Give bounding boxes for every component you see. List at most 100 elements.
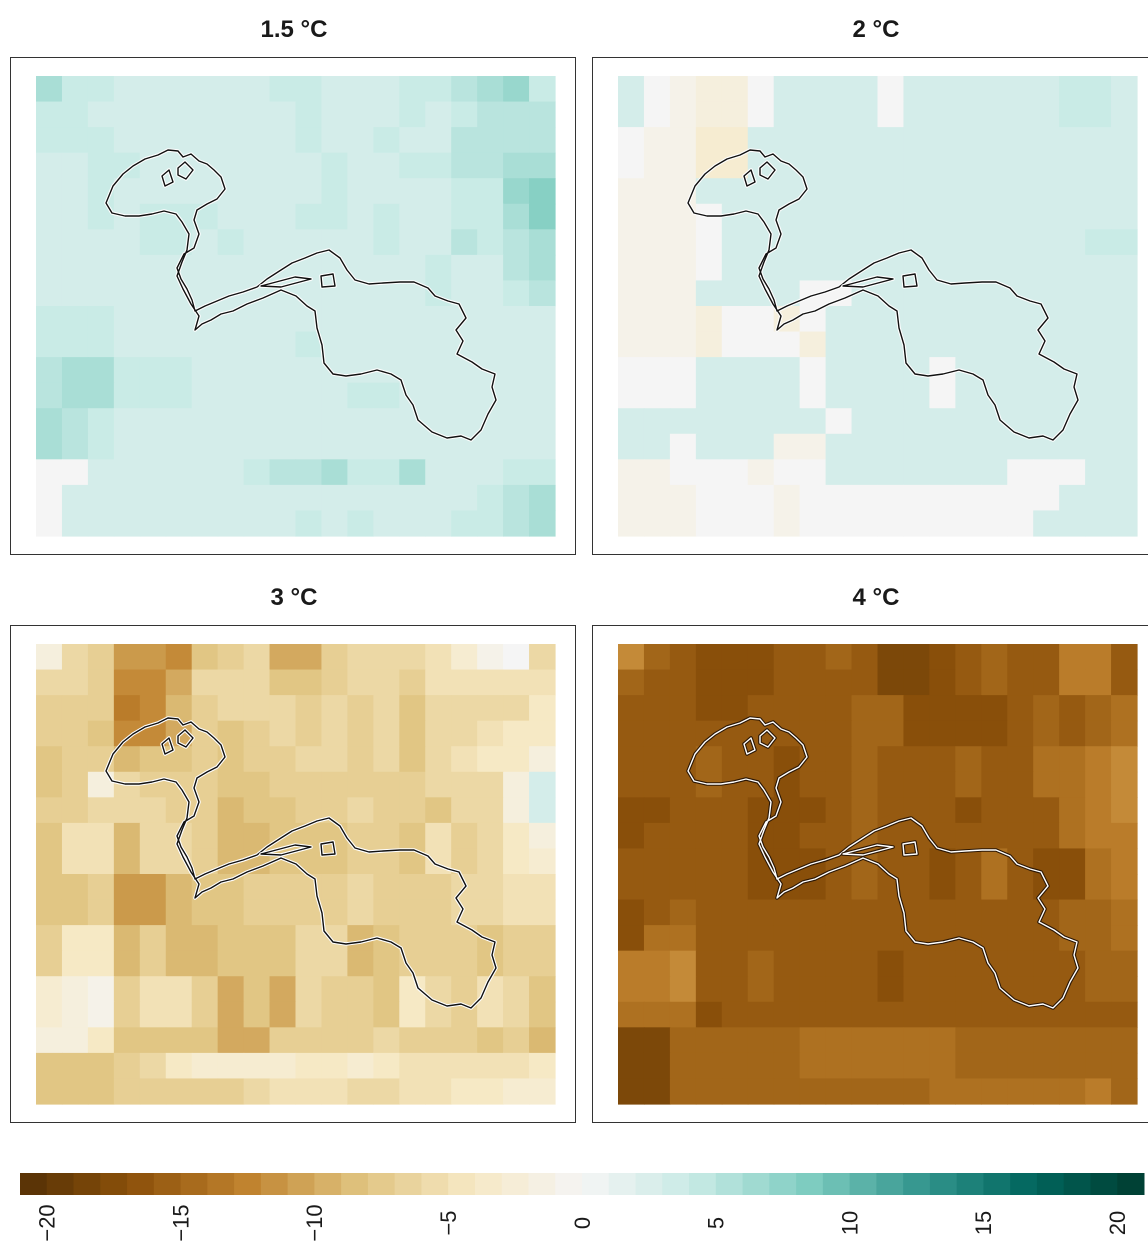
- heatmap-cell: [643, 644, 671, 671]
- legend-swatch: [822, 1173, 851, 1195]
- heatmap-cell: [503, 874, 530, 901]
- heatmap-cell: [955, 746, 982, 773]
- heatmap-cell: [981, 178, 1008, 205]
- heatmap-cell: [1111, 848, 1138, 875]
- heatmap-cell: [747, 459, 775, 486]
- heatmap-cell: [503, 510, 530, 537]
- heatmap-cell: [243, 127, 271, 154]
- heatmap-cell: [61, 950, 89, 977]
- heatmap-cell: [643, 76, 671, 103]
- heatmap-cell: [36, 1078, 63, 1105]
- heatmap-cell: [425, 254, 452, 282]
- heatmap-cell: [529, 203, 556, 230]
- heatmap-cell: [929, 1078, 956, 1105]
- heatmap-cell: [477, 178, 504, 205]
- heatmap-cell: [929, 644, 956, 671]
- heatmap-cell: [1007, 950, 1034, 977]
- heatmap-cell: [321, 306, 348, 333]
- heatmap-cell: [929, 331, 956, 358]
- heatmap-cell: [903, 1078, 930, 1105]
- heatmap-cell: [799, 950, 827, 977]
- heatmap-cell: [1085, 1078, 1112, 1105]
- heatmap-cell: [451, 644, 478, 671]
- heatmap-cell: [113, 644, 141, 671]
- heatmap-cell: [477, 822, 504, 850]
- heatmap-cell: [61, 1052, 89, 1080]
- legend-tick-label: 20: [1105, 1211, 1130, 1235]
- heatmap-cell: [243, 229, 271, 256]
- heatmap-cell: [1033, 797, 1060, 824]
- heatmap-cell: [695, 306, 723, 333]
- heatmap-cell: [503, 433, 530, 460]
- heatmap-cell: [695, 331, 723, 358]
- heatmap-cell: [929, 695, 956, 722]
- heatmap-cell: [1059, 459, 1086, 486]
- legend-swatch: [1010, 1173, 1038, 1195]
- heatmap-cell: [721, 280, 749, 307]
- legend-swatch: [1063, 1173, 1091, 1195]
- heatmap-cell: [1033, 822, 1060, 850]
- heatmap-cell: [981, 152, 1008, 179]
- heatmap-cell: [955, 644, 982, 671]
- heatmap-cell: [451, 1027, 478, 1054]
- legend-swatch: [260, 1173, 289, 1195]
- heatmap-cell: [929, 1001, 956, 1028]
- heatmap-cell: [451, 127, 478, 154]
- heatmap-cell: [61, 357, 89, 384]
- heatmap-cell: [669, 720, 697, 747]
- heatmap-cell: [347, 203, 374, 230]
- heatmap-cell: [243, 76, 271, 103]
- heatmap-cell: [87, 644, 115, 671]
- heatmap-cell: [269, 669, 297, 696]
- heatmap-cell: [425, 720, 452, 747]
- heatmap-cell: [451, 382, 478, 409]
- heatmap-cell: [929, 746, 956, 773]
- heatmap-cell: [669, 874, 697, 901]
- heatmap-cell: [1007, 797, 1034, 824]
- heatmap-cell: [399, 822, 426, 850]
- heatmap-cell: [61, 899, 89, 926]
- heatmap-cell: [773, 254, 801, 282]
- heatmap-cell: [113, 433, 141, 460]
- heatmap-cell: [399, 203, 426, 230]
- heatmap-cell: [36, 127, 63, 154]
- legend-tick-label: 5: [704, 1217, 729, 1229]
- heatmap-cell: [477, 899, 504, 926]
- heatmap-cell: [61, 976, 89, 1003]
- heatmap-cell: [373, 152, 400, 179]
- heatmap-cell: [139, 306, 167, 333]
- panel-title-4: 4 °C: [852, 584, 900, 611]
- heatmap-cell: [721, 229, 749, 256]
- heatmap-cell: [451, 925, 478, 952]
- heatmap-cell: [425, 229, 452, 256]
- heatmap-cell: [1111, 178, 1138, 205]
- heatmap-cell: [113, 1027, 141, 1054]
- heatmap-cell: [529, 669, 556, 696]
- heatmap-cell: [825, 822, 853, 850]
- heatmap-cell: [773, 76, 801, 103]
- heatmap-cell: [503, 76, 530, 103]
- heatmap-cell: [669, 127, 697, 154]
- heatmap-cell: [695, 357, 723, 384]
- heatmap-cell: [347, 408, 374, 435]
- heatmap-cell: [269, 178, 297, 205]
- heatmap-cell: [1111, 1001, 1138, 1028]
- heatmap-cell: [36, 695, 63, 722]
- heatmap-cell: [1033, 229, 1060, 256]
- heatmap-cell: [669, 669, 697, 696]
- heatmap-cell: [399, 695, 426, 722]
- heatmap-cell: [87, 254, 115, 282]
- heatmap-cell: [1007, 357, 1034, 384]
- heatmap-cell: [529, 720, 556, 747]
- heatmap-cell: [321, 510, 348, 537]
- heatmap-cell: [695, 1078, 723, 1105]
- heatmap-cell: [721, 101, 749, 128]
- heatmap-cell: [747, 1027, 775, 1054]
- heatmap-cell: [139, 331, 167, 358]
- heatmap-cell: [721, 306, 749, 333]
- heatmap-cell: [799, 695, 827, 722]
- heatmap-cell: [399, 1001, 426, 1028]
- heatmap-cell: [1059, 433, 1086, 460]
- heatmap-cell: [721, 950, 749, 977]
- heatmap-cell: [981, 127, 1008, 154]
